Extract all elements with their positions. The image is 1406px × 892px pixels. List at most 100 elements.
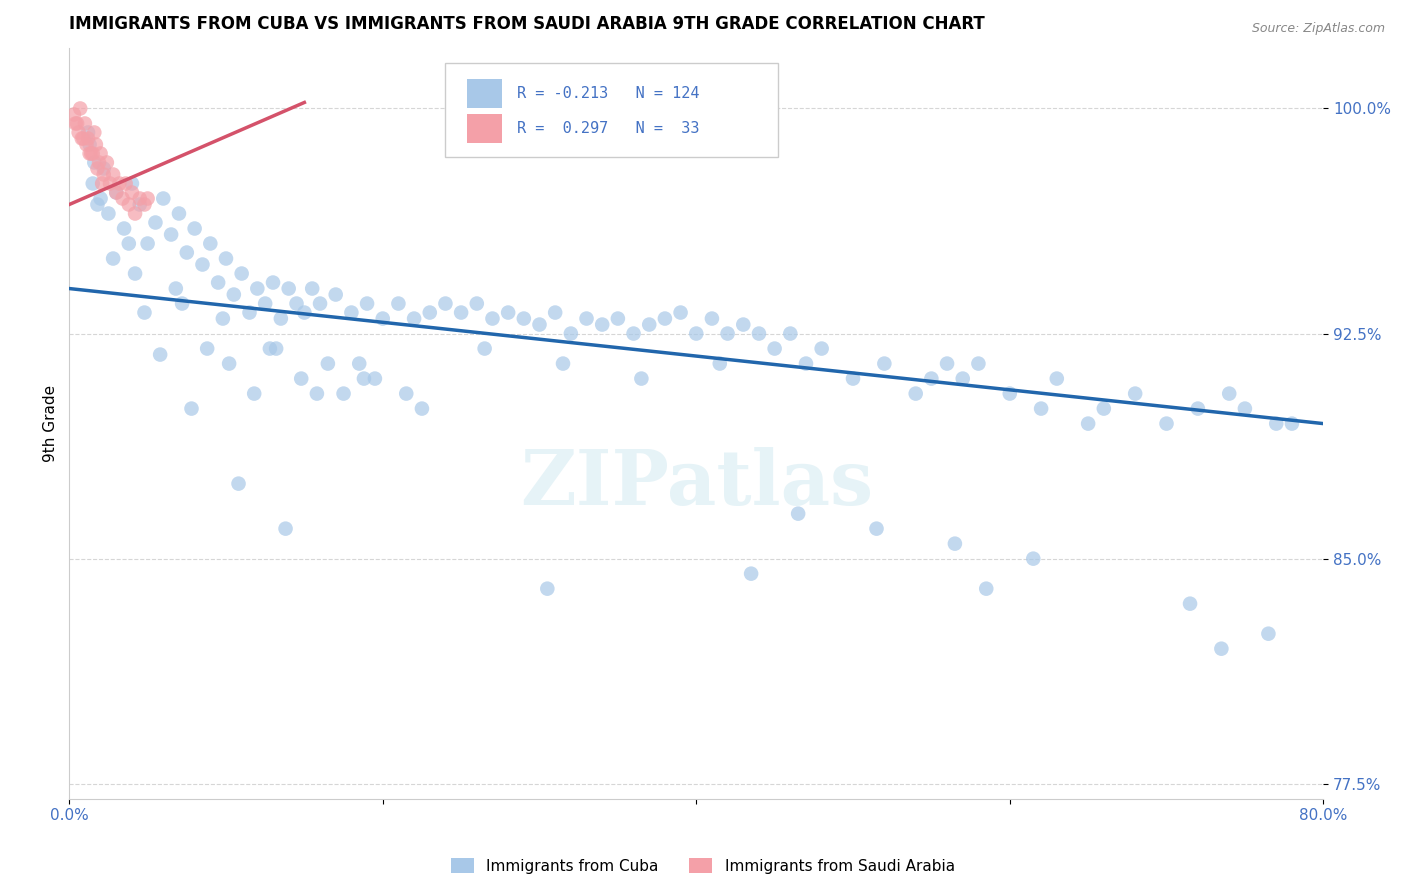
Point [191, 258, 214, 272]
Point [259, 342, 281, 356]
Point [842, 371, 865, 385]
Point [998, 386, 1021, 401]
Point [332, 386, 354, 401]
Point [228, 476, 250, 491]
Point [733, 318, 755, 332]
Point [121, 177, 143, 191]
Point [395, 386, 418, 401]
Point [285, 296, 308, 310]
Point [1156, 417, 1178, 431]
Point [101, 252, 124, 266]
Point [1077, 417, 1099, 431]
Point [717, 326, 740, 341]
Point [124, 267, 146, 281]
Point [591, 318, 613, 332]
Point [82, 146, 104, 161]
Point [136, 236, 159, 251]
Point [86, 197, 108, 211]
Point [936, 357, 959, 371]
Point [264, 342, 287, 356]
Point [709, 357, 731, 371]
Point [80, 146, 103, 161]
Point [69, 102, 91, 116]
Point [77, 131, 100, 145]
Point [218, 357, 240, 371]
Point [873, 357, 896, 371]
Point [172, 296, 194, 310]
Point [160, 227, 183, 242]
Point [529, 318, 551, 332]
Point [325, 287, 347, 301]
Point [434, 296, 457, 310]
Point [943, 536, 966, 550]
Point [93, 161, 115, 176]
Point [96, 155, 118, 169]
Point [176, 245, 198, 260]
Point [292, 305, 315, 319]
Point [76, 137, 98, 152]
Point [1211, 641, 1233, 656]
Text: Source: ZipAtlas.com: Source: ZipAtlas.com [1251, 22, 1385, 36]
Point [114, 177, 136, 191]
Point [111, 192, 134, 206]
Point [152, 192, 174, 206]
Point [145, 215, 167, 229]
Point [82, 177, 104, 191]
Point [1265, 417, 1288, 431]
Text: IMMIGRANTS FROM CUBA VS IMMIGRANTS FROM SAUDI ARABIA 9TH GRADE CORRELATION CHART: IMMIGRANTS FROM CUBA VS IMMIGRANTS FROM … [69, 15, 986, 33]
Point [551, 357, 574, 371]
Point [83, 126, 105, 140]
Point [93, 168, 115, 182]
Point [630, 371, 652, 385]
Point [134, 305, 156, 319]
Point [105, 186, 128, 200]
Legend: Immigrants from Cuba, Immigrants from Saudi Arabia: Immigrants from Cuba, Immigrants from Sa… [446, 852, 960, 880]
Point [183, 221, 205, 235]
Point [700, 311, 723, 326]
Point [536, 582, 558, 596]
Point [77, 126, 100, 140]
Point [65, 116, 87, 130]
Point [904, 386, 927, 401]
Point [353, 371, 375, 385]
Point [105, 186, 128, 200]
Point [87, 155, 110, 169]
Point [560, 326, 582, 341]
Point [967, 357, 990, 371]
Point [623, 326, 645, 341]
Point [450, 305, 472, 319]
Point [1029, 401, 1052, 416]
Point [86, 161, 108, 176]
Point [387, 296, 409, 310]
Y-axis label: 9th Grade: 9th Grade [44, 385, 58, 462]
FancyBboxPatch shape [467, 79, 502, 108]
Point [974, 582, 997, 596]
Point [474, 342, 496, 356]
Point [231, 267, 253, 281]
Point [207, 276, 229, 290]
FancyBboxPatch shape [467, 114, 502, 143]
Point [124, 206, 146, 220]
Point [1178, 597, 1201, 611]
Point [404, 311, 426, 326]
Point [356, 296, 378, 310]
Point [262, 276, 284, 290]
Point [865, 522, 887, 536]
Point [63, 107, 86, 121]
Point [66, 116, 89, 130]
Point [270, 311, 292, 326]
Point [575, 311, 598, 326]
Point [246, 281, 269, 295]
Point [121, 186, 143, 200]
Point [316, 357, 339, 371]
Point [149, 348, 172, 362]
Point [274, 522, 297, 536]
Point [606, 311, 628, 326]
Point [277, 281, 299, 295]
Point [669, 305, 692, 319]
Point [347, 357, 370, 371]
Point [101, 168, 124, 182]
Point [165, 281, 187, 295]
Point [654, 311, 676, 326]
Point [97, 206, 120, 220]
